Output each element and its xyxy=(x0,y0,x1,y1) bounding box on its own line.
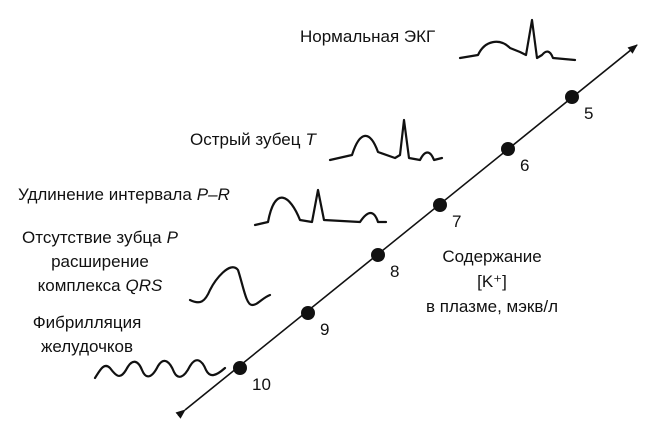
axis-point xyxy=(233,361,247,375)
label-text: расширение xyxy=(51,252,149,271)
ecg-wide-qrs xyxy=(188,266,272,307)
axis-point xyxy=(301,306,315,320)
axis-point xyxy=(565,90,579,104)
label-text: комплекса xyxy=(38,276,121,295)
axis-label: [K⁺] xyxy=(477,272,507,291)
ecg-prolonged-pr xyxy=(253,188,388,227)
label-italic: P xyxy=(167,228,179,247)
label-text: Фибрилляция xyxy=(33,313,142,332)
ecg-label: Фибрилляция xyxy=(33,313,142,332)
label-text: Отсутствие зубца xyxy=(22,228,162,247)
axis-point xyxy=(501,142,515,156)
ecg-label: Отсутствие зубца P xyxy=(22,228,179,247)
point-label: 5 xyxy=(584,104,593,123)
point-label: 9 xyxy=(320,320,329,339)
ecg-label: Удлинение интервала P–R xyxy=(18,185,230,204)
potassium-axis xyxy=(175,44,638,419)
ecg-label: расширение xyxy=(51,252,149,271)
ecg-label: комплекса QRS xyxy=(38,276,163,295)
axis-point xyxy=(371,248,385,262)
labels: Нормальная ЭКГ Острый зубец T Удлинение инт… xyxy=(18,27,593,394)
point-label: 7 xyxy=(452,212,461,231)
ecg-label: Острый зубец T xyxy=(190,130,317,149)
point-label: 6 xyxy=(520,156,529,175)
label-text: Удлинение интервала xyxy=(18,185,192,204)
point-label: 8 xyxy=(390,262,399,281)
axis-label: в плазме, мэкв/л xyxy=(426,297,558,316)
label-text: Острый зубец xyxy=(190,130,301,149)
label-italic: QRS xyxy=(126,276,164,295)
ecg-peaked-t xyxy=(328,118,444,162)
axis-label: Содержание xyxy=(442,247,541,266)
label-italic: T xyxy=(305,130,317,149)
ecg-label: желудочков xyxy=(41,337,133,356)
ecg-normal xyxy=(458,18,577,62)
axis-point xyxy=(433,198,447,212)
ecg-fibrillation xyxy=(93,359,227,380)
label-italic: P–R xyxy=(197,185,230,204)
point-label: 10 xyxy=(252,375,271,394)
label-text: желудочков xyxy=(41,337,133,356)
ecg-label: Нормальная ЭКГ xyxy=(300,27,435,46)
label-text: Нормальная ЭКГ xyxy=(300,27,435,46)
